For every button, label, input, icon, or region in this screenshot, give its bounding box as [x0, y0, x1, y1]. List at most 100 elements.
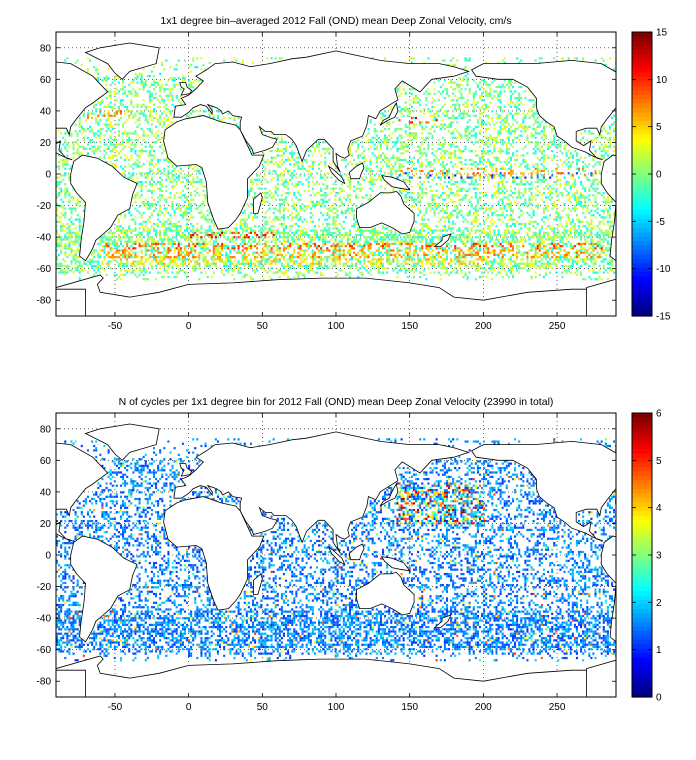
data-cell — [235, 59, 238, 62]
data-cell — [454, 150, 457, 153]
data-cell — [514, 136, 517, 139]
data-cell — [68, 191, 71, 195]
data-cell — [456, 136, 459, 139]
data-cell — [287, 156, 290, 159]
data-cell — [602, 127, 605, 131]
data-cell — [256, 178, 259, 181]
data-cell — [62, 225, 65, 228]
data-cell — [499, 116, 502, 120]
data-cell — [134, 233, 137, 237]
data-cell — [68, 207, 71, 210]
data-cell — [485, 92, 488, 95]
data-cell — [60, 174, 63, 177]
data-cell — [433, 161, 436, 164]
data-cell — [429, 161, 432, 164]
data-cell — [167, 240, 170, 243]
data-cell — [472, 220, 475, 223]
data-cell — [412, 238, 415, 241]
data-cell — [524, 203, 527, 206]
data-cell — [348, 161, 352, 164]
data-cell — [76, 59, 79, 62]
data-cell — [528, 110, 531, 113]
data-cell — [326, 225, 329, 228]
data-cell — [388, 123, 391, 126]
data-cell — [485, 233, 488, 237]
data-cell — [534, 143, 537, 146]
data-cell — [359, 238, 362, 241]
data-cell — [212, 114, 215, 117]
data-cell — [501, 143, 504, 146]
data-cell — [140, 189, 143, 192]
data-cell — [427, 205, 430, 208]
data-cell — [169, 110, 172, 113]
data-cell — [159, 105, 162, 109]
data-cell — [559, 240, 562, 243]
data-cell — [140, 165, 143, 168]
data-cell — [493, 90, 496, 93]
data-cell — [264, 220, 267, 223]
data-cell — [466, 220, 469, 223]
data-cell — [542, 154, 545, 157]
data-cell — [80, 127, 83, 131]
data-cell — [163, 101, 166, 104]
data-cell — [152, 79, 156, 82]
data-cell — [150, 110, 153, 113]
data-cell — [495, 141, 498, 144]
data-cell — [324, 147, 327, 151]
data-cell — [353, 203, 356, 206]
data-cell — [274, 156, 277, 159]
data-cell — [150, 92, 153, 95]
data-cell — [311, 154, 314, 157]
data-cell — [338, 240, 341, 243]
data-cell — [435, 236, 438, 239]
data-cell — [419, 222, 422, 226]
data-cell — [128, 225, 131, 228]
data-cell — [588, 194, 591, 197]
data-cell — [280, 172, 283, 175]
data-cell — [495, 189, 498, 192]
data-cell — [107, 127, 110, 131]
data-cell — [371, 238, 374, 241]
data-cell — [567, 198, 570, 201]
data-cell — [410, 205, 413, 208]
data-cell — [386, 145, 389, 148]
data-cell — [497, 214, 500, 217]
data-cell — [62, 165, 65, 168]
data-cell — [571, 220, 574, 223]
data-cell — [538, 132, 541, 135]
data-cell — [278, 218, 281, 221]
data-cell — [468, 114, 471, 117]
data-cell — [198, 229, 201, 232]
data-cell — [450, 183, 453, 186]
data-cell — [456, 108, 459, 111]
data-cell — [419, 103, 422, 106]
data-cell — [70, 196, 73, 199]
data-cell — [56, 209, 59, 212]
data-cell — [361, 187, 364, 190]
data-cell — [247, 231, 250, 234]
data-cell — [64, 163, 67, 166]
data-cell — [584, 156, 587, 159]
data-cell — [188, 203, 191, 206]
data-cell — [303, 233, 306, 237]
data-cell — [584, 216, 587, 219]
data-cell — [516, 150, 519, 153]
data-cell — [138, 161, 141, 164]
data-cell — [388, 121, 391, 124]
data-cell — [188, 236, 191, 239]
data-cell — [454, 163, 457, 166]
data-cell — [194, 165, 197, 168]
data-cell — [322, 229, 325, 232]
data-cell — [134, 145, 137, 148]
data-cell — [516, 203, 519, 206]
data-cell — [239, 233, 242, 237]
data-cell — [497, 116, 500, 120]
data-cell — [235, 231, 238, 234]
data-cell — [291, 156, 294, 159]
data-cell — [274, 191, 277, 195]
data-cell — [499, 94, 502, 98]
data-cell — [396, 88, 399, 91]
data-cell — [353, 240, 356, 243]
data-cell — [243, 240, 246, 243]
data-cell — [171, 180, 174, 184]
